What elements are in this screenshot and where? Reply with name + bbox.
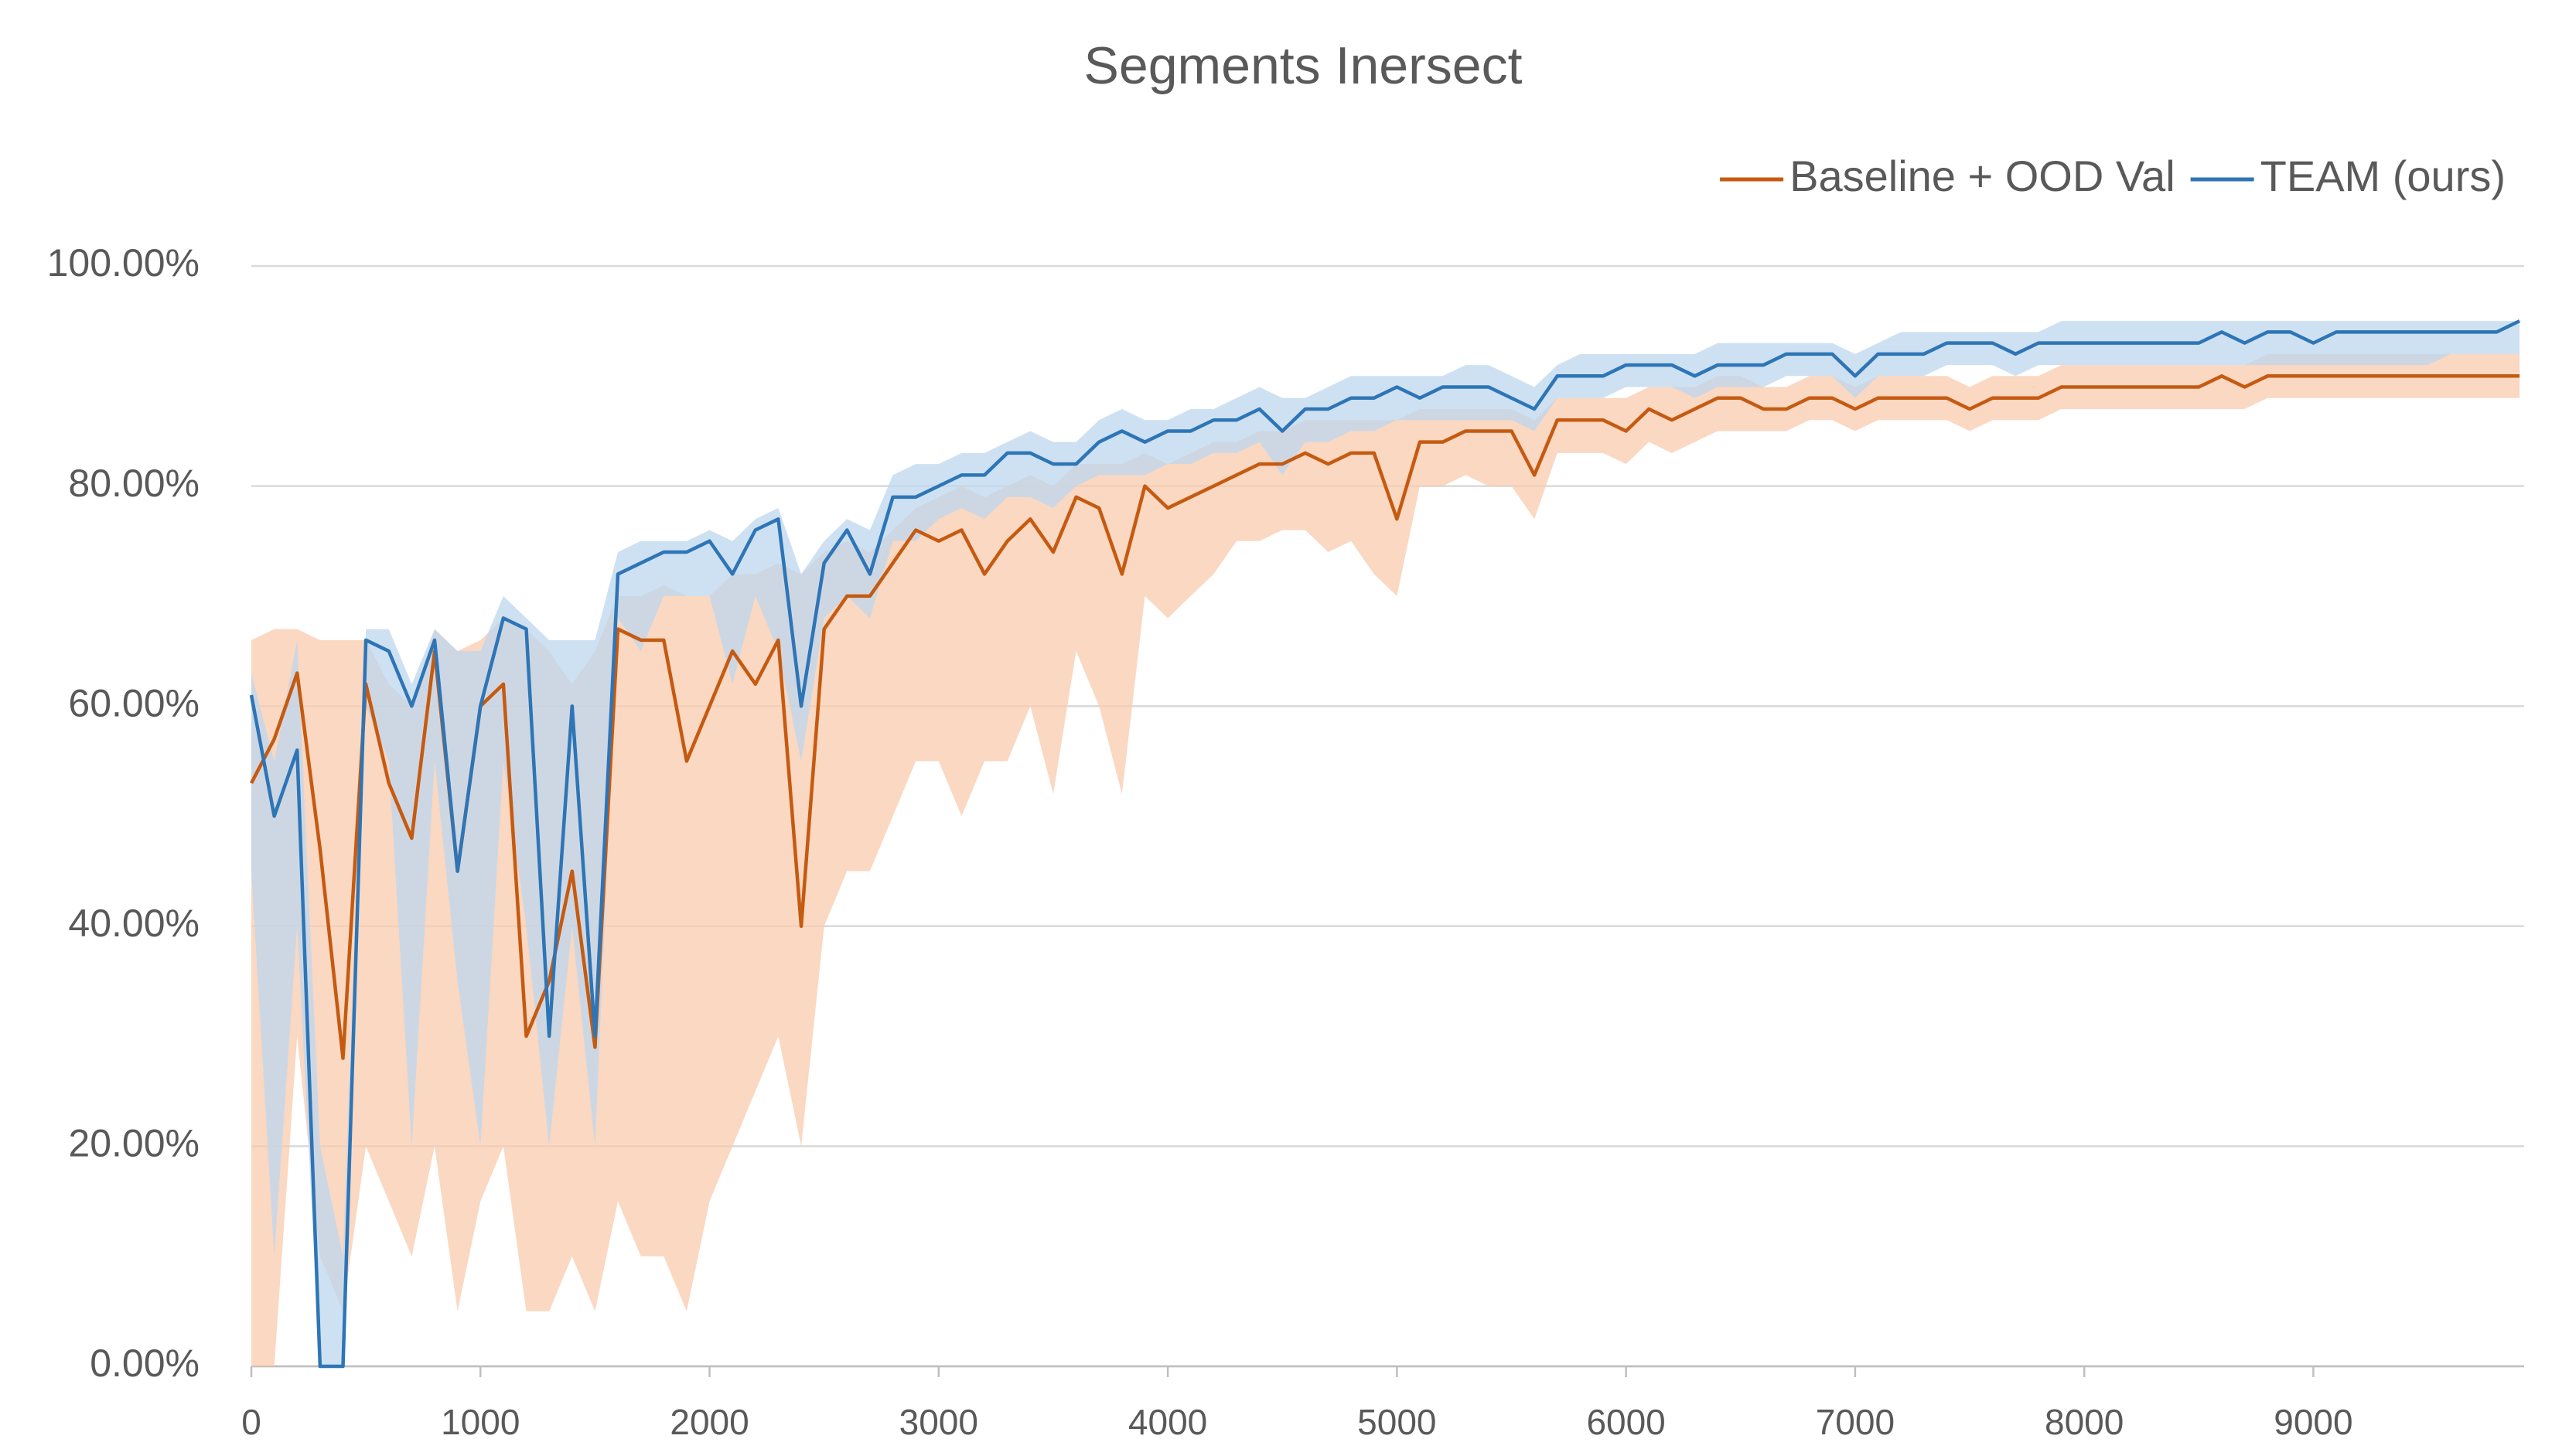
x-tick-label: 5000: [1357, 1402, 1436, 1442]
error-band: [251, 321, 2520, 1366]
x-tick-label: 0: [241, 1402, 261, 1442]
x-tick-label: 9000: [2274, 1402, 2352, 1442]
x-tick-label: 3000: [899, 1402, 978, 1442]
y-tick-label: 60.00%: [68, 681, 200, 725]
y-tick-label: 40.00%: [68, 902, 200, 945]
legend-label: TEAM (ours): [2260, 152, 2506, 200]
legend-label: Baseline + OOD Val: [1789, 152, 2175, 200]
x-tick-label: 4000: [1128, 1402, 1207, 1442]
x-tick-label: 2000: [670, 1402, 749, 1442]
x-tick-label: 8000: [2045, 1402, 2124, 1442]
line: [249, 319, 2521, 1369]
x-tick-label: 7000: [1816, 1402, 1895, 1442]
y-tick-label: 80.00%: [68, 462, 200, 505]
chart-title: Segments Inersect: [1084, 36, 1523, 95]
x-tick-label: 6000: [1586, 1402, 1665, 1442]
y-tick-label: 100.00%: [47, 241, 200, 285]
y-tick-label: 20.00%: [68, 1122, 200, 1165]
line: [250, 374, 2520, 1060]
y-tick-label: 0.00%: [90, 1342, 200, 1385]
x-tick-label: 1000: [441, 1402, 520, 1442]
